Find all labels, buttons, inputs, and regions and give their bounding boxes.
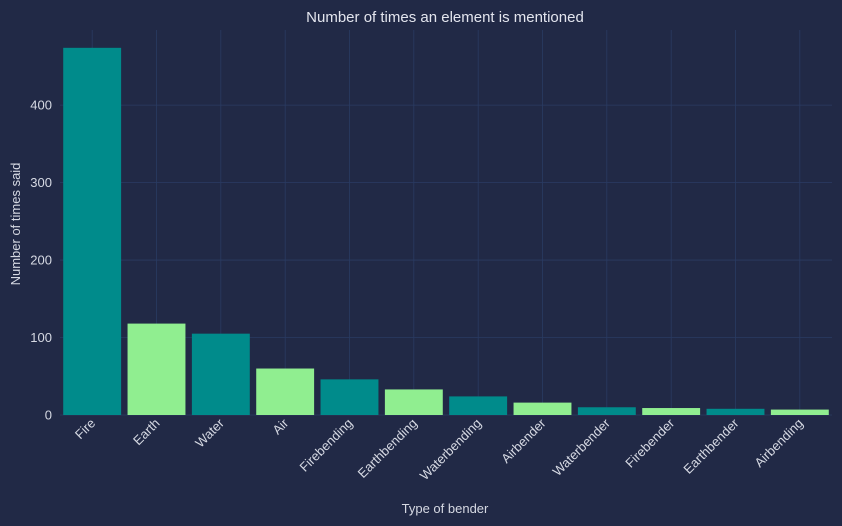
bar-airbender <box>513 402 572 415</box>
x-tick-label: Firebender <box>622 415 678 471</box>
x-tick-label: Earth <box>130 416 163 449</box>
bar-fire <box>63 47 122 416</box>
x-axis-ticks: Fire Earth Water Air Firebending Earthbending… <box>72 415 806 483</box>
x-tick-label: Water <box>192 415 227 450</box>
x-tick-label: Firebending <box>296 416 355 475</box>
x-tick-label: Airbender <box>498 415 549 466</box>
y-tick-label: 200 <box>30 253 52 268</box>
x-tick-label: Airbending <box>751 416 806 471</box>
bar-waterbender <box>577 407 636 415</box>
y-axis-ticks: 0 100 200 300 400 <box>30 98 52 423</box>
bar-earthbender <box>706 408 765 415</box>
bar-earth <box>127 323 186 415</box>
y-tick-label: 0 <box>45 408 52 423</box>
x-tick-label: Earthbender <box>680 415 742 477</box>
y-tick-label: 400 <box>30 98 52 113</box>
bar-firebending <box>320 379 379 415</box>
bar-airbending <box>770 409 829 415</box>
bar-air <box>256 368 315 415</box>
bars <box>63 47 829 416</box>
y-tick-label: 300 <box>30 175 52 190</box>
bar-water <box>191 333 250 415</box>
y-tick-label: 100 <box>30 330 52 345</box>
x-axis-label: Type of bender <box>402 501 489 516</box>
bar-earthbending <box>384 389 443 415</box>
x-tick-label: Fire <box>72 416 98 442</box>
bar-firebender <box>642 408 701 415</box>
x-tick-label: Waterbending <box>417 416 485 484</box>
bar-waterbending <box>449 396 508 415</box>
x-tick-label: Earthbending <box>355 416 420 481</box>
x-tick-label: Air <box>269 415 291 437</box>
x-tick-label: Waterbender <box>550 415 614 479</box>
y-axis-label: Number of times said <box>8 163 23 286</box>
chart-title: Number of times an element is mentioned <box>306 9 584 26</box>
